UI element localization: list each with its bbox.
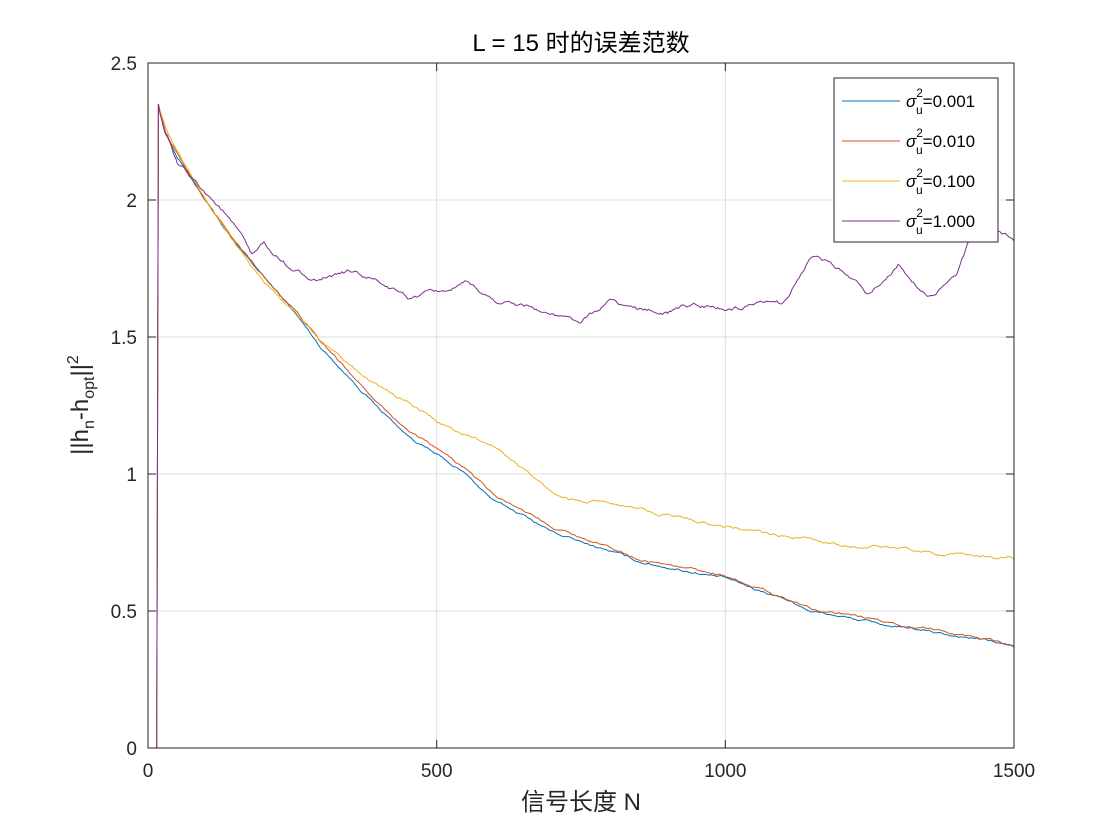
- series-line-2: [156, 103, 1015, 749]
- y-tick-label: 2: [126, 191, 137, 212]
- legend-entry-2: σ2 u=0.010: [906, 126, 975, 157]
- y-label-sup: 2: [65, 355, 82, 364]
- x-tick-label: 1000: [704, 761, 746, 782]
- y-axis-label: ||hn-hopt||2: [65, 355, 98, 455]
- legend-value: =1.000: [923, 212, 975, 231]
- legend-value: =0.010: [923, 132, 975, 151]
- series-lines: [156, 103, 1015, 749]
- legend-sup: 2: [916, 86, 923, 100]
- legend-sup: 2: [916, 166, 923, 180]
- series-line-1: [156, 103, 1015, 749]
- legend-symbol: σ: [906, 92, 917, 111]
- x-tick-label: 1500: [993, 761, 1035, 782]
- y-label-part: ||h: [67, 429, 94, 455]
- axes-frame: [147, 62, 1015, 749]
- legend-sub: u: [916, 103, 923, 117]
- legend-sub: u: [916, 183, 923, 197]
- y-tick-label: 1: [126, 465, 137, 486]
- series-line-4: [156, 104, 1015, 749]
- y-label-sub-opt: opt: [81, 376, 98, 399]
- legend-sub: u: [916, 223, 923, 237]
- legend-box: [833, 77, 999, 243]
- legend-entry-3: σ2 u=0.100: [906, 166, 975, 197]
- legend-entry-1: σ2 u=0.001: [906, 86, 975, 117]
- x-tick-label: 0: [143, 761, 154, 782]
- legend-sup: 2: [916, 206, 923, 220]
- legend-symbol: σ: [906, 132, 917, 151]
- y-tick-label: 0: [126, 739, 137, 760]
- y-tick-label: 2.5: [111, 54, 137, 75]
- legend-sub: u: [916, 143, 923, 157]
- chart-title: L = 15 时的误差范数: [472, 30, 689, 57]
- y-tick-label: 1.5: [111, 328, 137, 349]
- legend-symbol: σ: [906, 212, 917, 231]
- legend-sup: 2: [916, 126, 923, 140]
- x-axis-label: 信号长度 N: [521, 789, 641, 816]
- legend-value: =0.001: [923, 92, 975, 111]
- axes-box: [147, 62, 1015, 749]
- series-line-3: [156, 103, 1015, 749]
- legend-value: =0.100: [923, 172, 975, 191]
- y-tick-label: 0.5: [111, 602, 137, 623]
- legend-entry-4: σ2 u=1.000: [906, 206, 975, 237]
- y-label-sub-n: n: [81, 420, 98, 429]
- y-label-part: ||: [67, 364, 94, 376]
- y-label-part: -h: [67, 399, 94, 420]
- x-tick-label: 500: [421, 761, 453, 782]
- tick-labels: 0 500 1000 1500 0 0.5 1 1.5 2 2.5: [111, 54, 1036, 782]
- legend-symbol: σ: [906, 172, 917, 191]
